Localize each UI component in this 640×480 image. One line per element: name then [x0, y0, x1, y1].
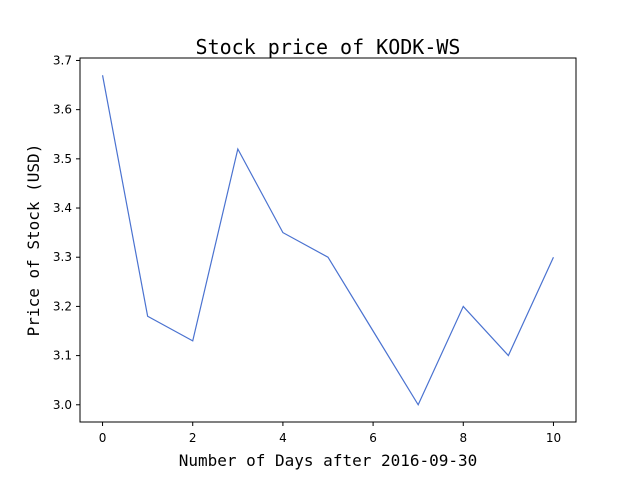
data-point	[552, 256, 555, 259]
y-axis: 3.0 3.1 3.2 3.3 3.4 3.5 3.6 3.7	[53, 53, 80, 412]
x-tick-label: 4	[279, 431, 287, 445]
y-tick-label: 3.1	[53, 349, 72, 363]
data-point	[146, 315, 149, 318]
series-layer	[101, 74, 555, 407]
data-point	[372, 330, 375, 333]
x-tick-label: 2	[189, 431, 197, 445]
data-point	[281, 231, 284, 234]
y-axis-label: Price of Stock (USD)	[24, 144, 43, 337]
plot-area-frame	[79, 57, 577, 423]
x-tick-label: 8	[459, 431, 467, 445]
data-point	[462, 305, 465, 308]
x-axis: 0 2 4 6 8 10	[99, 422, 561, 445]
y-tick-label: 3.6	[53, 103, 72, 117]
data-point	[101, 74, 104, 77]
data-point	[191, 339, 194, 342]
data-point	[236, 148, 239, 151]
x-tick-label: 6	[369, 431, 377, 445]
data-point	[417, 403, 420, 406]
y-tick-label: 3.5	[53, 152, 72, 166]
x-tick-label: 0	[99, 431, 107, 445]
y-tick-label: 3.2	[53, 299, 72, 313]
y-tick-label: 3.7	[53, 53, 72, 67]
y-tick-label: 3.0	[53, 398, 72, 412]
x-tick-label: 10	[546, 431, 561, 445]
data-point	[507, 354, 510, 357]
series-line	[101, 75, 554, 407]
x-axis-label: Number of Days after 2016-09-30	[179, 451, 478, 470]
data-point	[327, 256, 330, 259]
y-tick-label: 3.4	[53, 201, 72, 215]
y-tick-label: 3.3	[53, 250, 72, 264]
chart-title: Stock price of KODK-WS	[196, 35, 461, 59]
